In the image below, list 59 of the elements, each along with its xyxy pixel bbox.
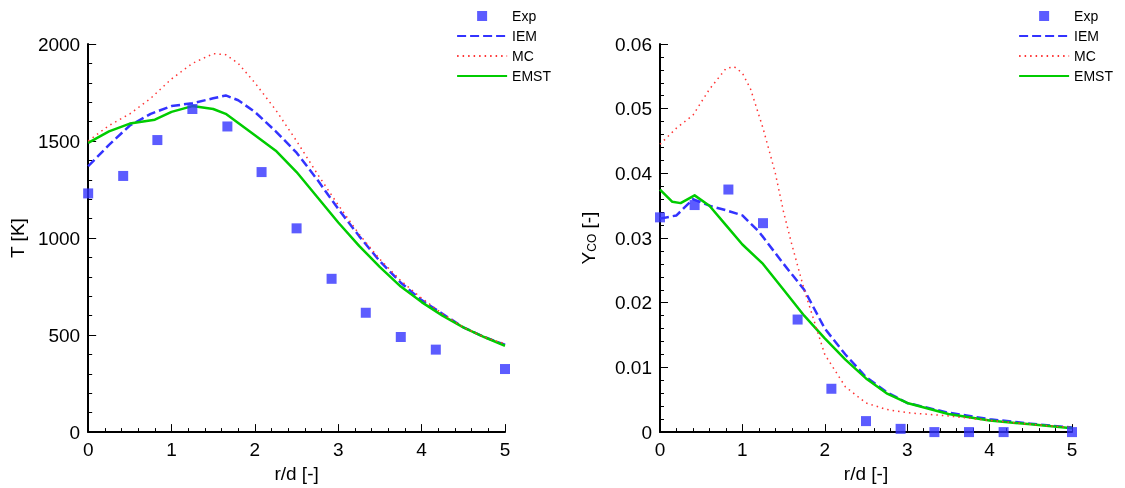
legend-label: MC (1074, 48, 1096, 64)
y-axis-title: T [K] (7, 218, 28, 258)
x-tick-label: 3 (901, 439, 913, 461)
y-tick-label: 2000 (37, 33, 81, 55)
y-tick-label: 0.03 (615, 227, 652, 249)
x-tick-label: 1 (166, 439, 177, 461)
legend-label: EMST (512, 68, 552, 84)
x-axis-title: r/d [-] (274, 463, 319, 484)
point (83, 188, 94, 199)
point (792, 314, 803, 325)
y-axis-title: YCO [-] (577, 211, 599, 265)
y-tick-label: 1000 (37, 227, 81, 249)
point (187, 104, 198, 115)
point (861, 416, 871, 427)
y-tick-label: 0.06 (615, 33, 652, 55)
legend-label: IEM (512, 28, 537, 44)
point (998, 427, 1009, 438)
point (689, 200, 700, 211)
legend-label: EMST (1074, 68, 1114, 84)
point (430, 344, 441, 355)
x-tick-label: 2 (249, 439, 261, 461)
x-tick-label: 3 (332, 439, 344, 461)
x-tick-label: 4 (416, 439, 428, 461)
point (826, 383, 837, 394)
point (152, 135, 163, 146)
y-tick-label: 0.01 (615, 356, 652, 378)
point (222, 121, 233, 132)
y-tick-label: 1500 (37, 130, 81, 152)
point (500, 364, 510, 375)
x-tick-label: 5 (1066, 439, 1078, 461)
x-tick-label: 4 (984, 439, 996, 461)
legend-label: Exp (512, 8, 537, 24)
point (929, 427, 940, 438)
point (326, 273, 337, 284)
point (758, 218, 768, 229)
point (395, 332, 406, 343)
x-tick-label: 5 (499, 439, 511, 461)
x-axis-title: r/d [-] (843, 463, 889, 484)
point (256, 167, 267, 178)
point (118, 170, 129, 181)
point (895, 423, 906, 434)
y-tick-label: 0.02 (615, 292, 652, 314)
point (655, 212, 665, 223)
y-tick-label: 500 (48, 324, 81, 346)
point (723, 184, 734, 195)
line-series (87, 52, 506, 345)
legend-label: Exp (1074, 8, 1099, 24)
y-tick-label: 0 (641, 421, 652, 443)
y-tick-label: 0.04 (615, 162, 653, 184)
y-tick-label: 0 (69, 421, 81, 443)
y-tick-label: 0.05 (615, 98, 652, 120)
x-tick-label: 1 (737, 439, 748, 461)
point (291, 223, 302, 234)
legend-label: MC (512, 48, 534, 64)
point (360, 307, 371, 318)
x-tick-label: 2 (819, 439, 831, 461)
legend-label: IEM (1074, 28, 1099, 44)
point (1067, 427, 1077, 438)
point (964, 427, 974, 438)
